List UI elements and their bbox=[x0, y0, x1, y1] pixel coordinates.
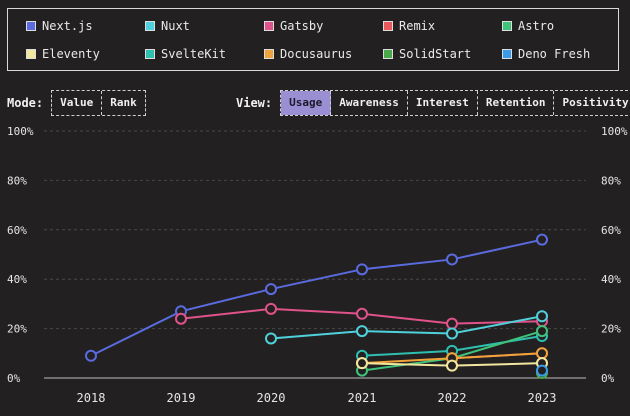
y-tick-label-right: 0% bbox=[601, 372, 615, 385]
view-button-awareness[interactable]: Awareness bbox=[331, 91, 408, 115]
legend-item-nuxt[interactable]: Nuxt bbox=[145, 19, 190, 33]
legend: Next.js Nuxt Gatsby Remix Astro Eleventy Svelt… bbox=[7, 8, 619, 71]
legend-label: Remix bbox=[399, 19, 436, 33]
legend-label: Eleventy bbox=[42, 47, 100, 61]
data-point-nuxt bbox=[265, 332, 277, 345]
y-tick-label-right: 80% bbox=[601, 174, 621, 187]
legend-swatch bbox=[26, 49, 36, 59]
legend-label: Astro bbox=[518, 19, 555, 33]
legend-item-deno-fresh[interactable]: Deno Fresh bbox=[502, 47, 590, 61]
y-tick-label-left: 60% bbox=[7, 224, 27, 237]
legend-label: Next.js bbox=[42, 19, 93, 33]
legend-item-remix[interactable]: Remix bbox=[383, 19, 435, 33]
y-tick-label-left: 20% bbox=[7, 323, 27, 336]
x-tick-label: 2023 bbox=[528, 391, 557, 405]
mode-button-rank[interactable]: Rank bbox=[110, 96, 137, 109]
view-label: View: bbox=[236, 96, 273, 110]
data-point-next-js bbox=[265, 283, 277, 296]
legend-swatch bbox=[145, 49, 155, 59]
data-point-next-js bbox=[446, 253, 458, 266]
data-point-next-js bbox=[536, 233, 548, 246]
legend-swatch bbox=[145, 21, 155, 31]
legend-item-astro[interactable]: Astro bbox=[502, 19, 554, 33]
y-tick-label-right: 100% bbox=[601, 125, 628, 138]
data-point-next-js bbox=[85, 349, 97, 362]
mode-label: Mode: bbox=[7, 96, 44, 110]
mode-controls: Mode: Value Rank bbox=[7, 90, 146, 116]
data-point-next-js bbox=[356, 263, 368, 276]
mode-button-value[interactable]: Value bbox=[52, 91, 103, 115]
y-tick-label-right: 20% bbox=[601, 323, 621, 336]
legend-label: Deno Fresh bbox=[518, 47, 591, 61]
series-line-next-js bbox=[90, 238, 543, 357]
legend-item-gatsby[interactable]: Gatsby bbox=[264, 19, 323, 33]
view-button-positivity[interactable]: Positivity bbox=[562, 96, 629, 109]
legend-swatch bbox=[502, 21, 512, 31]
y-tick-label-right: 40% bbox=[601, 273, 621, 286]
legend-swatch bbox=[264, 21, 274, 31]
data-point-astro bbox=[536, 325, 548, 338]
legend-label: Gatsby bbox=[280, 19, 324, 33]
view-button-group: Usage Awareness Interest Retention Positivit… bbox=[280, 90, 630, 116]
y-tick-label-left: 100% bbox=[7, 125, 34, 138]
data-point-gatsby bbox=[265, 302, 277, 315]
y-tick-label-left: 40% bbox=[7, 273, 27, 286]
legend-item-docusaurus[interactable]: Docusaurus bbox=[264, 47, 352, 61]
data-point-nuxt bbox=[536, 310, 548, 323]
view-button-usage[interactable]: Usage bbox=[281, 91, 332, 115]
legend-label: Docusaurus bbox=[280, 47, 353, 61]
legend-swatch bbox=[26, 21, 36, 31]
view-controls: View: Usage Awareness Interest Retention Pos… bbox=[236, 90, 630, 116]
x-tick-label: 2022 bbox=[438, 391, 467, 405]
y-tick-label-left: 0% bbox=[7, 372, 21, 385]
legend-swatch bbox=[264, 49, 274, 59]
x-tick-label: 2019 bbox=[167, 391, 196, 405]
view-button-retention[interactable]: Retention bbox=[478, 91, 555, 115]
legend-swatch bbox=[383, 49, 393, 59]
data-point-eleventy bbox=[356, 357, 368, 370]
x-tick-label: 2021 bbox=[348, 391, 377, 405]
legend-label: Nuxt bbox=[161, 19, 190, 33]
data-point-deno-fresh bbox=[536, 364, 548, 377]
x-tick-label: 2020 bbox=[257, 391, 286, 405]
legend-swatch bbox=[502, 49, 512, 59]
legend-item-solidstart[interactable]: SolidStart bbox=[383, 47, 471, 61]
x-tick-label: 2018 bbox=[77, 391, 106, 405]
legend-item-next-js[interactable]: Next.js bbox=[26, 19, 93, 33]
data-point-gatsby bbox=[446, 317, 458, 330]
data-point-nuxt bbox=[446, 327, 458, 340]
legend-swatch bbox=[383, 21, 393, 31]
legend-item-eleventy[interactable]: Eleventy bbox=[26, 47, 100, 61]
data-point-docusaurus bbox=[536, 347, 548, 360]
data-point-gatsby bbox=[175, 312, 187, 325]
series-line-nuxt bbox=[270, 315, 543, 340]
legend-label: SvelteKit bbox=[161, 47, 227, 61]
legend-label: SolidStart bbox=[399, 47, 472, 61]
y-tick-label-left: 80% bbox=[7, 174, 27, 187]
data-point-eleventy bbox=[446, 359, 458, 372]
legend-item-sveltekit[interactable]: SvelteKit bbox=[145, 47, 226, 61]
mode-button-group: Value Rank bbox=[51, 90, 146, 116]
data-point-nuxt bbox=[356, 325, 368, 338]
data-point-gatsby bbox=[356, 307, 368, 320]
view-button-interest[interactable]: Interest bbox=[408, 91, 478, 115]
y-tick-label-right: 60% bbox=[601, 224, 621, 237]
